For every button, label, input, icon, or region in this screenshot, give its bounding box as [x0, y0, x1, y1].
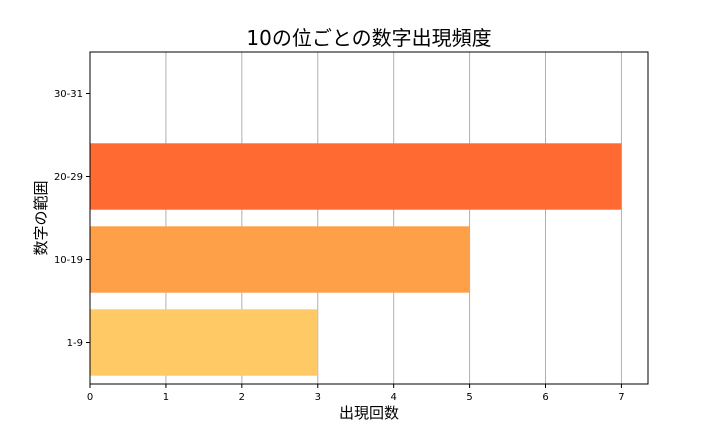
x-tick-label: 1	[163, 392, 169, 403]
y-tick-label: 20-29	[54, 172, 83, 183]
x-tick-label: 6	[542, 392, 548, 403]
bars	[90, 143, 622, 376]
x-axis-ticks: 0 1 2 3 4 5 6 7	[87, 384, 625, 403]
x-tick-label: 4	[390, 392, 396, 403]
y-tick-label: 1-9	[67, 338, 83, 349]
x-tick-label: 0	[87, 392, 93, 403]
x-tick-label: 5	[466, 392, 472, 403]
x-tick-label: 2	[239, 392, 245, 403]
x-axis-label: 出現回数	[339, 404, 399, 422]
y-tick-label: 10-19	[54, 255, 83, 266]
bar-10-19	[90, 226, 470, 293]
grid-lines	[89, 52, 622, 384]
y-axis-label: 数字の範囲	[32, 180, 50, 255]
y-axis-ticks: 1-9 10-19 20-29 30-31	[54, 89, 90, 349]
x-tick-label: 3	[315, 392, 321, 403]
x-tick-label: 7	[618, 392, 624, 403]
bar-20-29	[90, 143, 622, 210]
chart-title: 10の位ごとの数字出現頻度	[246, 26, 491, 50]
y-tick-label: 30-31	[54, 89, 83, 100]
plot-frame	[89, 51, 649, 385]
bar-1-9	[90, 309, 318, 376]
